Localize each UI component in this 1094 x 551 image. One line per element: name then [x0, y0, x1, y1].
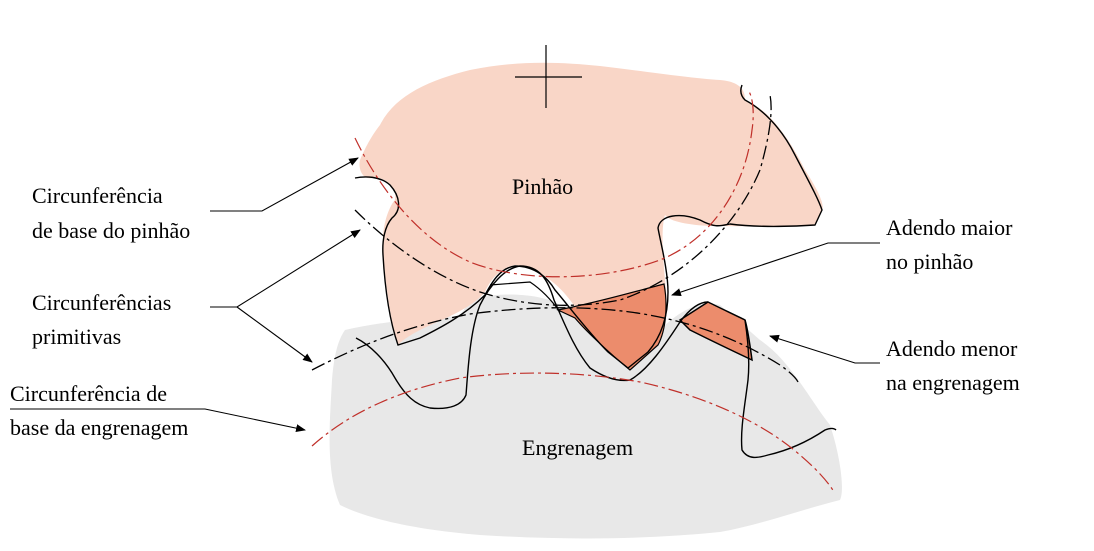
smaller-addendum-label-line2: na engrenagem	[886, 370, 1020, 395]
gear-base-circle-label-line2: base da engrenagem	[10, 415, 189, 440]
leader-smaller-addendum	[769, 334, 880, 364]
pinion-body	[359, 62, 823, 368]
gear-outline-right	[740, 319, 837, 459]
larger-addendum-label-line1: Adendo maior	[886, 215, 1013, 240]
smaller-addendum-region	[678, 301, 753, 362]
leader-pitch-circle-2	[236, 306, 313, 363]
pitch-circles-label-line1: Circunferências	[32, 290, 172, 315]
pinion-label: Pinhão	[512, 174, 574, 199]
leader-larger-addendum	[671, 242, 880, 296]
pinion-pitch-circle	[354, 94, 772, 306]
larger-addendum-label-line2: no pinhão	[886, 249, 974, 274]
gear-label: Engrenagem	[522, 435, 634, 460]
leader-gear-base-circle	[10, 408, 306, 433]
leader-pinion-base-circle	[210, 157, 359, 212]
gear-outline	[355, 265, 709, 410]
gear-body	[329, 294, 842, 539]
smaller-addendum-label-line1: Adendo menor	[886, 336, 1018, 361]
pitch-circles-label-line2: primitivas	[32, 324, 122, 349]
gear-base-circle	[311, 372, 835, 493]
pinion-base-circle-label-line1: Circunferência	[32, 183, 163, 208]
pinion-outline	[354, 84, 823, 369]
gear-base-circle-label-line1: Circunferência de	[10, 381, 167, 406]
gear-pitch-circle	[311, 307, 799, 383]
pinion-base-circle-label-line2: de base do pinhão	[32, 218, 191, 243]
leader-pitch-circle-1	[210, 229, 361, 308]
pinion-base-circle	[354, 89, 754, 278]
